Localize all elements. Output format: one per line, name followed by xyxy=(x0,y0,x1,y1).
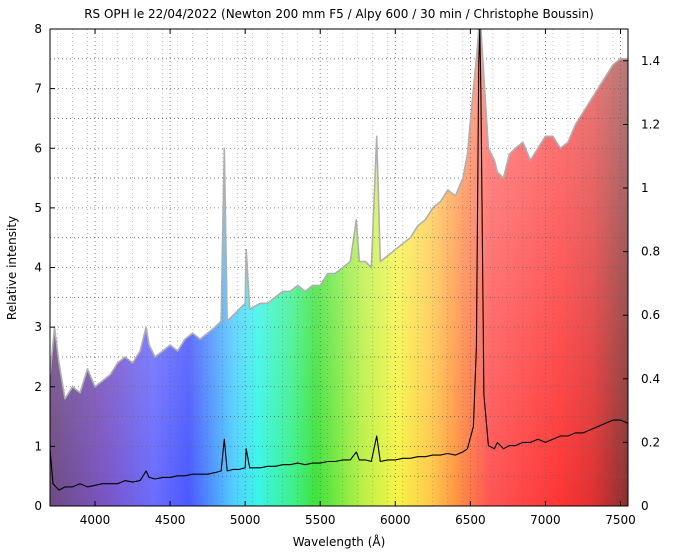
y-tick-label: 7 xyxy=(34,82,42,96)
y2-tick-label: 0.8 xyxy=(641,245,660,259)
y2-tick-label: 0.2 xyxy=(641,435,660,449)
y2-tick-label: 0 xyxy=(641,499,649,513)
y-tick-label: 5 xyxy=(34,201,42,215)
y2-tick-label: 1.2 xyxy=(641,117,660,131)
x-tick-label: 4000 xyxy=(80,513,111,527)
x-tick-label: 7500 xyxy=(605,513,636,527)
y2-tick-label: 1 xyxy=(641,181,649,195)
y-tick-label: 1 xyxy=(34,439,42,453)
y2-tick-label: 1.4 xyxy=(641,54,660,68)
x-tick-label: 7000 xyxy=(530,513,561,527)
y2-tick-label: 0.4 xyxy=(641,372,660,386)
y-tick-label: 2 xyxy=(34,380,42,394)
y-axis-label: Relative intensity xyxy=(5,216,19,320)
y-tick-label: 4 xyxy=(34,261,42,275)
scaled-profile-line xyxy=(50,29,628,400)
y-tick-label: 6 xyxy=(34,141,42,155)
profile-line xyxy=(50,29,628,491)
y-tick-label: 8 xyxy=(34,22,42,36)
x-axis-label: Wavelength (Å) xyxy=(293,534,386,549)
y2-tick-label: 0.6 xyxy=(641,308,660,322)
x-tick-label: 6500 xyxy=(455,513,486,527)
y-tick-label: 3 xyxy=(34,320,42,334)
y-tick-label: 0 xyxy=(34,499,42,513)
x-tick-label: 4500 xyxy=(155,513,186,527)
x-tick-label: 5000 xyxy=(230,513,261,527)
x-tick-label: 6000 xyxy=(380,513,411,527)
chart-title: RS OPH le 22/04/2022 (Newton 200 mm F5 /… xyxy=(84,7,594,21)
x-tick-label: 5500 xyxy=(305,513,336,527)
